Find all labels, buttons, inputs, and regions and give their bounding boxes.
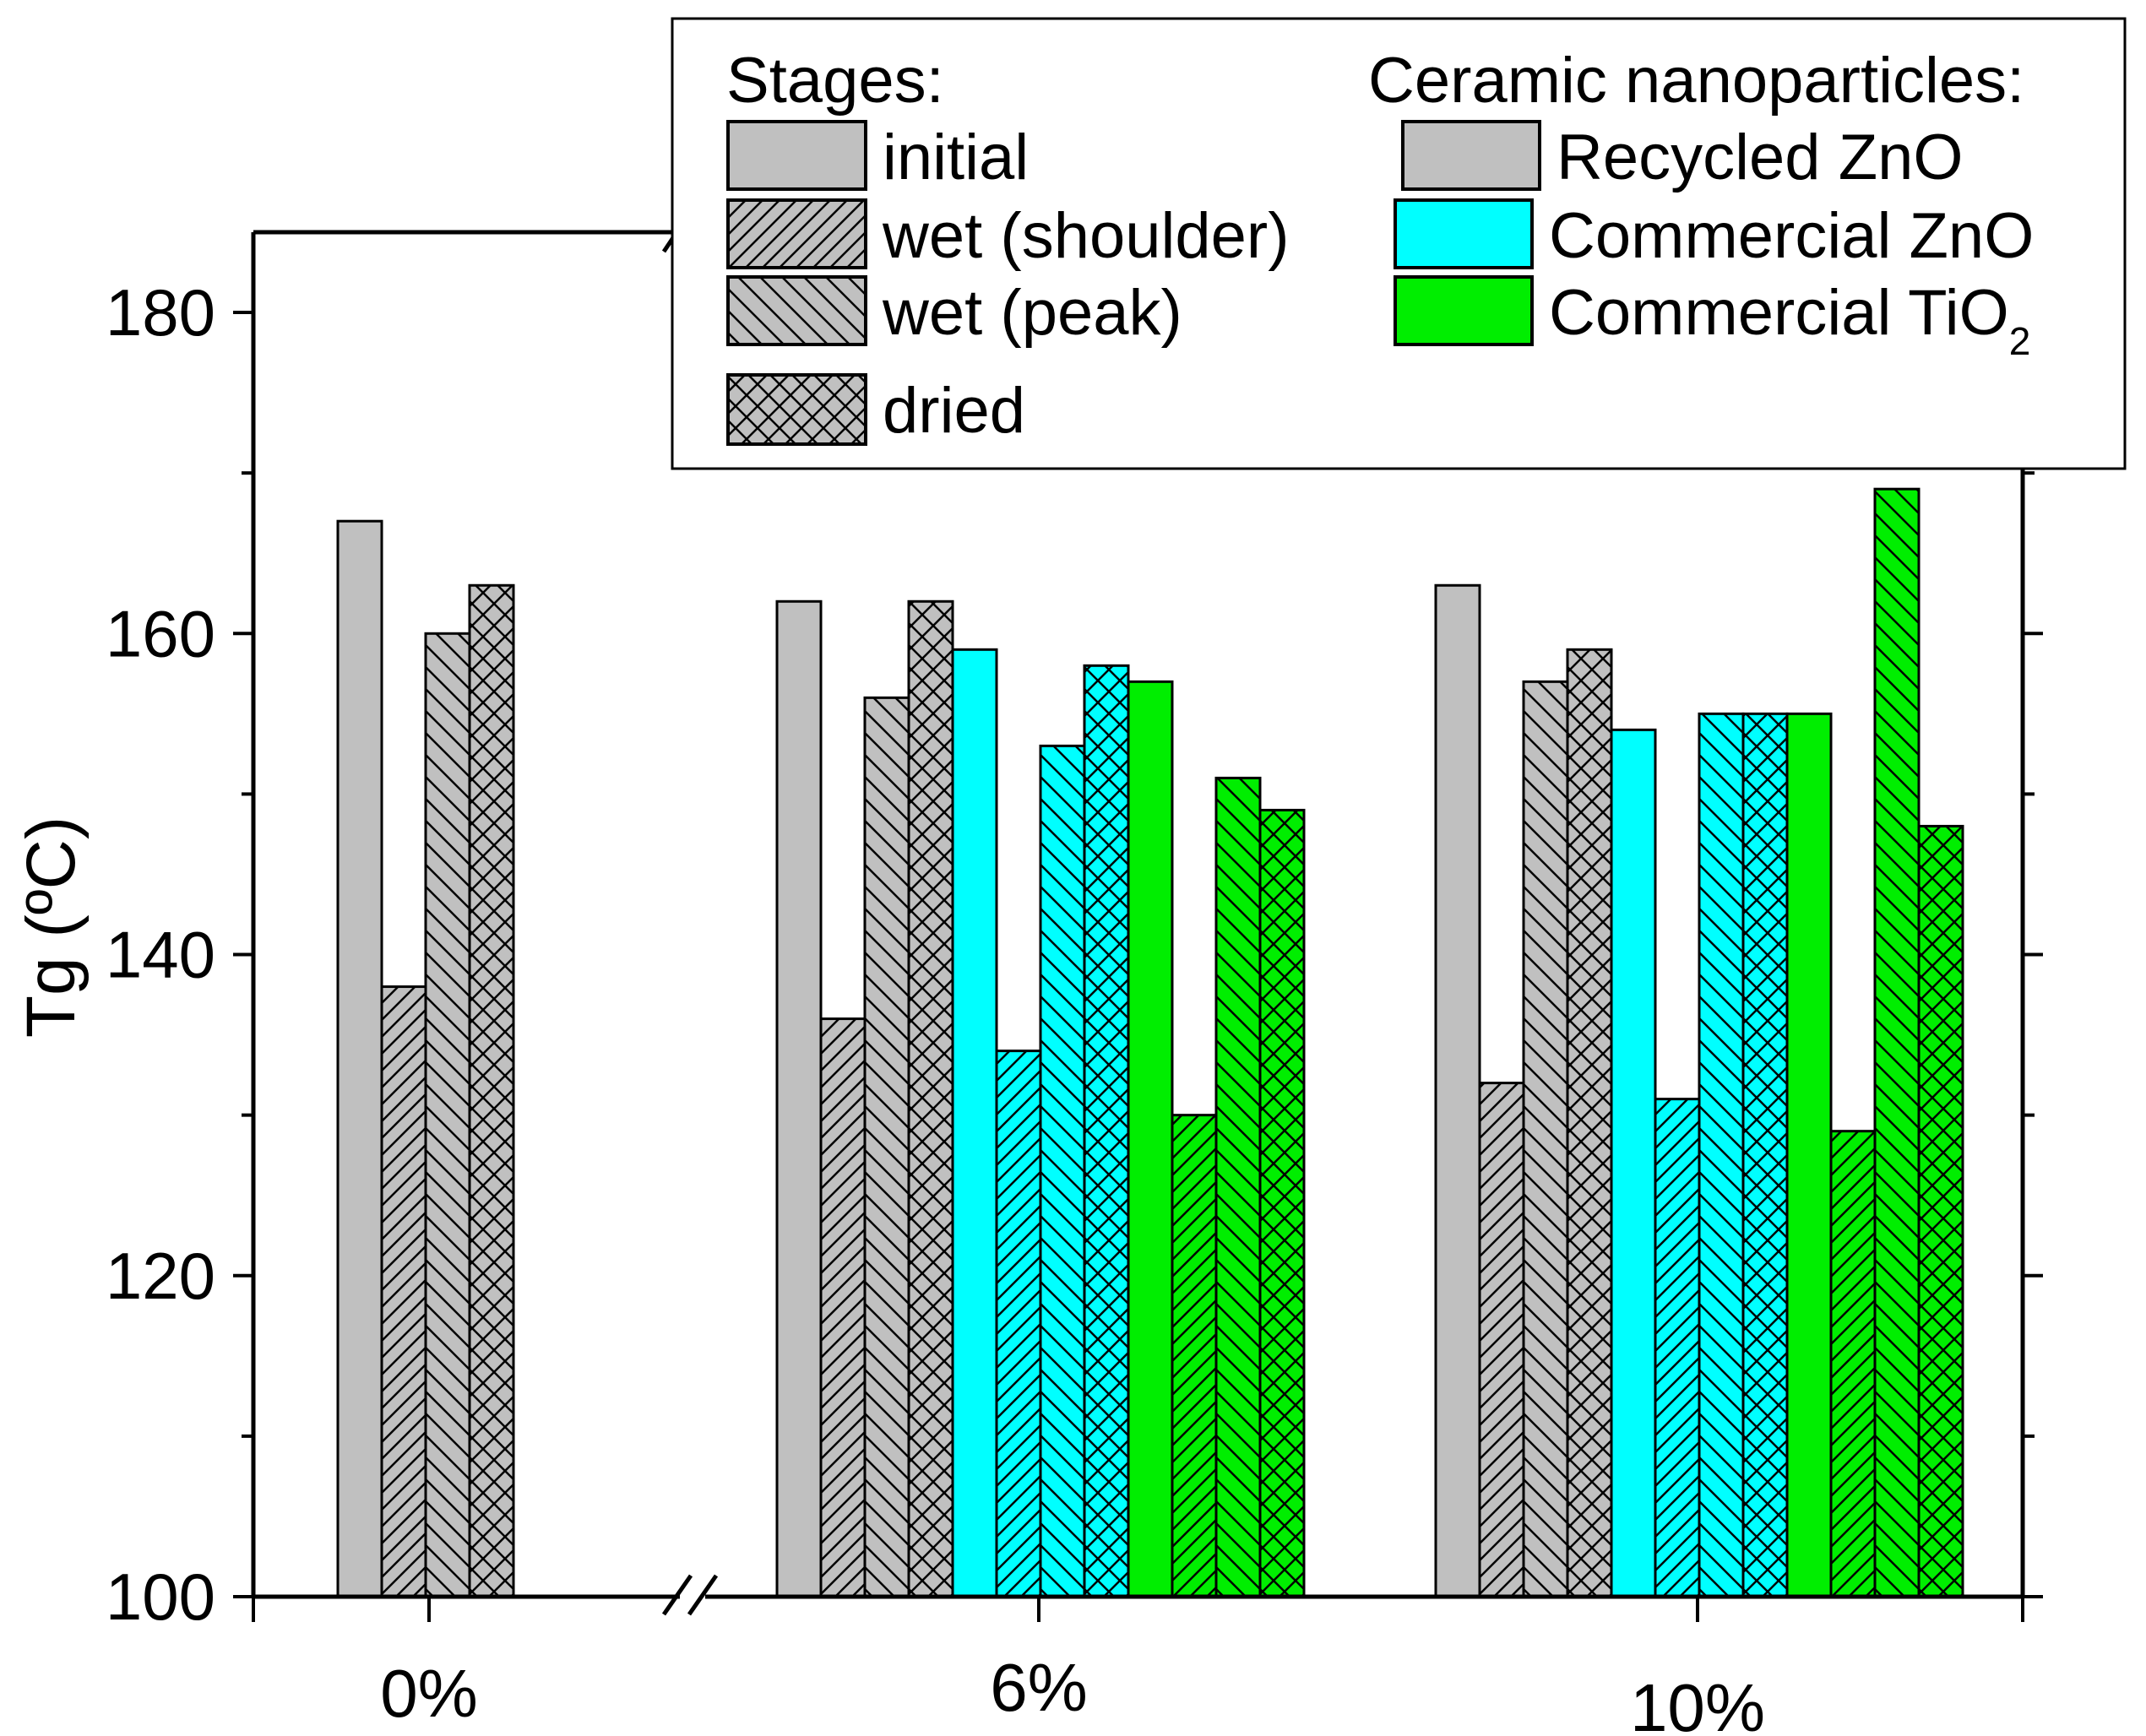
break-mark-bottom-2: [687, 1574, 719, 1616]
bar-6pct-recycled-zno-wet-peak-hatch: [865, 697, 909, 1597]
bar-10pct-commercial-tio2-wet-peak-hatch: [1875, 489, 1919, 1597]
y-tick-label-100: 100: [106, 1560, 215, 1634]
bar-6pct-commercial-zno-wet-peak-hatch: [1040, 746, 1084, 1597]
legend-swatch-recycled-zno: [1401, 120, 1541, 191]
y-tick-label-140: 140: [106, 918, 215, 992]
y-tick-label-160: 160: [106, 596, 215, 670]
bar-6pct-commercial-tio2-wet-peak-hatch: [1216, 778, 1260, 1597]
y-tick-label-180: 180: [106, 275, 215, 350]
legend-label-recycled-zno: Recycled ZnO: [1557, 122, 1964, 193]
x-tick-label-6pct: 6%: [990, 1650, 1088, 1725]
bar-10pct-commercial-zno-initial: [1610, 728, 1657, 1598]
legend-swatch-wet-shoulder-hatch: [728, 200, 866, 268]
bar-10pct-recycled-zno-initial: [1434, 583, 1481, 1598]
bar-10pct-recycled-zno-wet-shoulder-hatch: [1480, 1082, 1524, 1597]
legend-swatch-dried-hatch: [728, 375, 866, 444]
bar-10pct-commercial-zno-wet-peak-hatch: [1699, 713, 1743, 1597]
legend-label-wet-shoulder: wet (shoulder): [882, 200, 1290, 272]
legend: Stages: Ceramic nanoparticles: initial w…: [671, 17, 2127, 470]
bar-10pct-commercial-tio2-wet-shoulder-hatch: [1831, 1131, 1875, 1597]
legend-label-dried: dried: [883, 375, 1025, 447]
bar-6pct-recycled-zno-wet-shoulder-hatch: [821, 1018, 865, 1597]
legend-swatch-wet-peak-hatch: [728, 277, 866, 344]
bar-6pct-commercial-tio2-initial: [1127, 680, 1174, 1598]
bar-6pct-recycled-zno-initial: [775, 599, 823, 1598]
legend-label-commercial-zno: Commercial ZnO: [1549, 200, 2034, 272]
bar-6pct-commercial-zno-dried-hatch: [1084, 665, 1128, 1597]
bar-6pct-commercial-zno-initial: [951, 648, 998, 1598]
legend-label-wet-peak: wet (peak): [882, 277, 1182, 349]
x-tick-label-0pct: 0%: [380, 1656, 478, 1731]
bar-10pct-commercial-zno-dried-hatch: [1743, 713, 1787, 1597]
bar-6pct-commercial-tio2-dried-hatch: [1260, 810, 1304, 1597]
bars: [336, 487, 1964, 1598]
bar-10pct-recycled-zno-dried-hatch: [1567, 649, 1611, 1597]
break-mark-bottom-1: [661, 1574, 693, 1616]
legend-particles-title: Ceramic nanoparticles:: [1368, 45, 2024, 117]
bar-0pct-recycled-zno-wet-peak-hatch: [426, 633, 470, 1597]
x-tick-label-10pct: 10%: [1630, 1670, 1765, 1736]
legend-label-tio-text: Commercial TiO: [1549, 277, 2009, 349]
y-tick-label-120: 120: [106, 1239, 215, 1313]
bar-10pct-recycled-zno-wet-peak-hatch: [1524, 681, 1567, 1598]
bar-10pct-commercial-zno-wet-shoulder-hatch: [1655, 1099, 1699, 1597]
bar-0pct-recycled-zno-initial: [336, 519, 383, 1598]
bar-0pct-recycled-zno-dried-hatch: [470, 585, 513, 1598]
bar-6pct-commercial-zno-wet-shoulder-hatch: [997, 1050, 1040, 1597]
bar-10pct-commercial-tio2-dried-hatch: [1919, 826, 1963, 1597]
bar-10pct-commercial-tio2-initial: [1785, 712, 1833, 1598]
bar-6pct-commercial-tio2-wet-shoulder-hatch: [1172, 1115, 1216, 1597]
legend-swatch-commercial-zno: [1394, 198, 1534, 269]
bar-0pct-recycled-zno-wet-shoulder-hatch: [382, 986, 426, 1597]
legend-swatch-initial: [726, 120, 867, 191]
legend-label-subscript: 2: [2009, 319, 2031, 363]
legend-swatch-commercial-tio2: [1394, 275, 1534, 346]
legend-stages-title: Stages:: [726, 45, 944, 117]
bar-6pct-recycled-zno-dried-hatch: [909, 601, 953, 1598]
y-axis-title: Tg (ºC): [13, 816, 90, 1038]
legend-label-initial: initial: [883, 122, 1029, 193]
legend-label-commercial-tio2: Commercial TiO2: [1549, 277, 2030, 363]
ticks: 100 120 140 160 180 0% 6% 10%: [106, 275, 2043, 1736]
